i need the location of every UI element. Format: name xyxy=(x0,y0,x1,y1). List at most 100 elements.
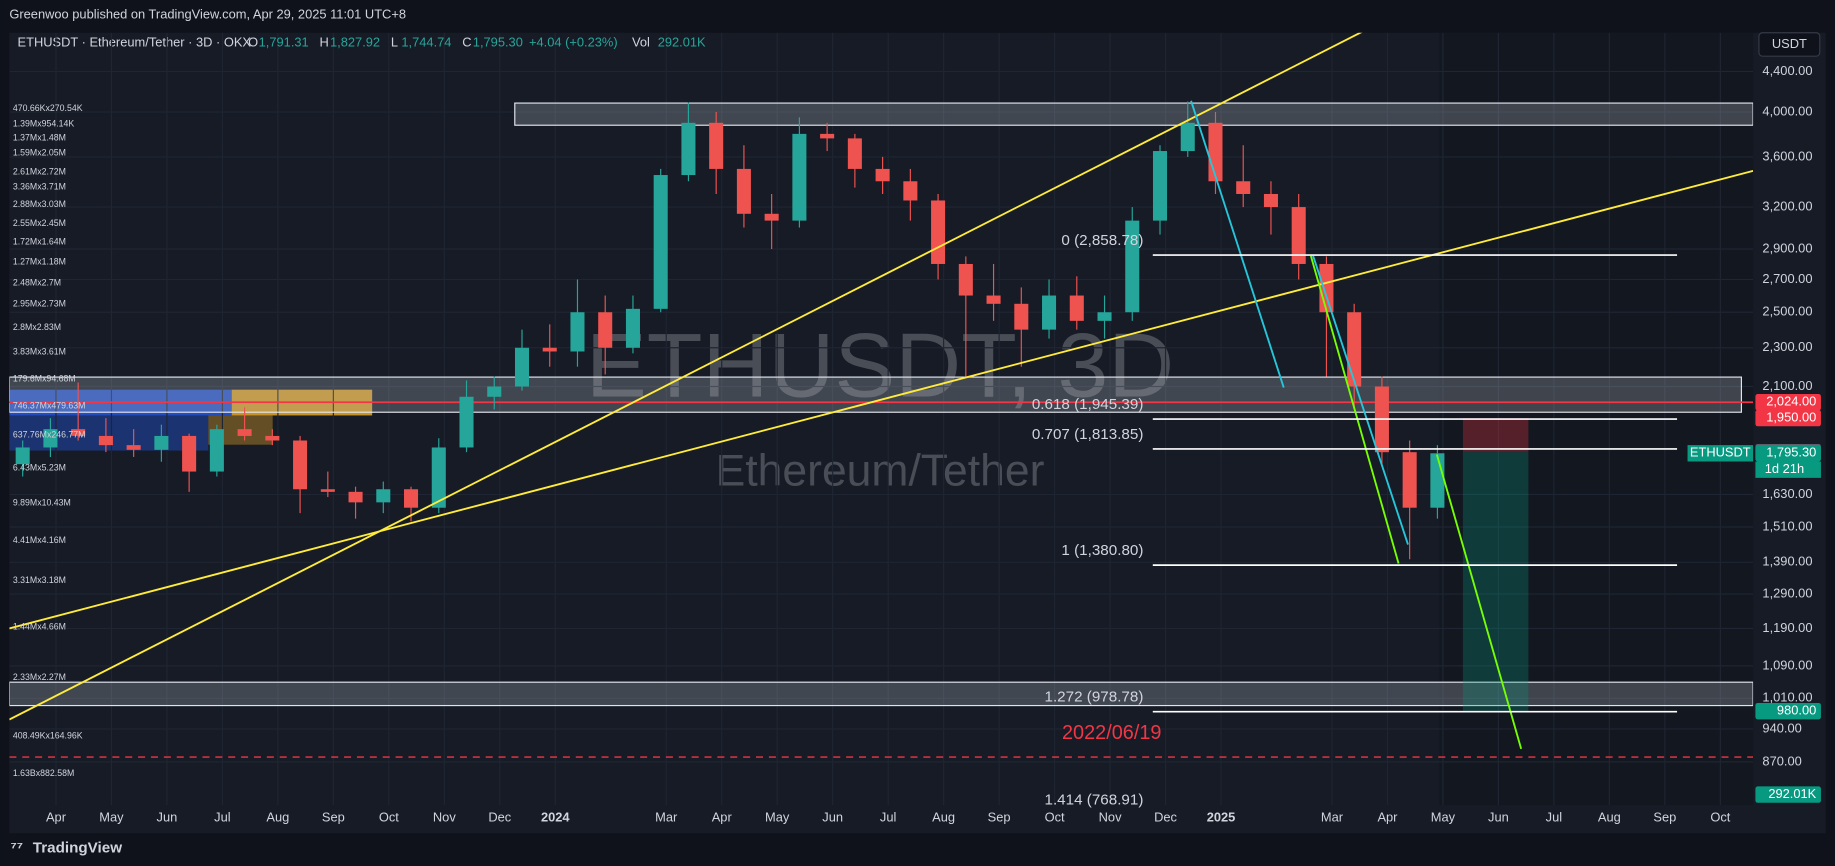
y-tick-label: 2,300.00 xyxy=(1762,339,1812,354)
candle-body xyxy=(1125,220,1140,313)
profile-label: 470.66Kx270.54K xyxy=(13,103,83,113)
y-tick-label: 1,630.00 xyxy=(1762,486,1812,501)
candle-body xyxy=(15,447,30,465)
change: +4.04 (+0.23%) xyxy=(529,35,618,50)
symbol-line: ETHUSDT · Ethereum/Tether · 3D · OKX xyxy=(18,35,252,50)
trendline xyxy=(1312,255,1409,545)
price-tag xyxy=(1755,394,1821,411)
candle-body xyxy=(1097,312,1112,321)
x-tick-label: Aug xyxy=(266,809,289,824)
candle-body xyxy=(625,308,640,348)
price-tag xyxy=(1755,409,1821,427)
x-tick-label: Oct xyxy=(1710,809,1730,824)
trendline xyxy=(1435,454,1523,750)
candle-body xyxy=(820,133,835,139)
candle-body xyxy=(265,435,280,441)
fib-label: 0.707 (1,813.85) xyxy=(1032,426,1144,443)
candle-body xyxy=(736,168,751,214)
x-tick-label: Apr xyxy=(1377,809,1398,824)
fib-label: 0 (2,858.78) xyxy=(1061,232,1143,249)
profile-label: 746.37Mx479.63M xyxy=(13,400,86,410)
x-tick-label: Sep xyxy=(1653,809,1676,824)
x-tick-label: May xyxy=(1431,809,1456,824)
profile-label: 1.63Bx882.58M xyxy=(13,768,74,778)
ohlc-value: 1,795.30 xyxy=(473,35,523,50)
profile-label: 1.37Mx1.48M xyxy=(13,132,66,142)
trendline xyxy=(1310,255,1400,564)
candle-body xyxy=(931,200,946,264)
x-tick-label: Oct xyxy=(379,809,399,824)
ohlc-value: 1,744.74 xyxy=(401,35,451,50)
candle-body xyxy=(154,435,169,450)
y-tick-label: 940.00 xyxy=(1762,720,1801,735)
trendline xyxy=(9,32,1363,721)
candle-body xyxy=(1347,312,1362,387)
footer-brand: TradingView xyxy=(33,839,122,856)
candle-body xyxy=(681,122,696,176)
x-tick-label: Jul xyxy=(1546,809,1562,824)
candle-body xyxy=(1014,303,1029,330)
x-tick-label: Oct xyxy=(1045,809,1065,824)
candle-body xyxy=(293,440,308,490)
x-tick-label: Mar xyxy=(655,809,678,824)
profile-label: 2.33Mx2.27M xyxy=(13,672,66,682)
y-tick-label: 2,700.00 xyxy=(1762,271,1812,286)
profile-label: 637.76Mx246.77M xyxy=(13,430,86,440)
candle-body xyxy=(1430,453,1445,508)
zone xyxy=(514,102,1754,126)
y-tick-label: 1,290.00 xyxy=(1762,586,1812,601)
trendline xyxy=(9,169,1754,630)
candle-body xyxy=(792,133,807,221)
fib-label: 1.272 (978.78) xyxy=(1045,689,1144,706)
countdown-bg xyxy=(1755,461,1821,478)
candle-body xyxy=(126,445,141,450)
candle-body xyxy=(1319,263,1334,313)
volume-tag-bg xyxy=(1755,786,1821,803)
profile-label: 9.89Mx10.43M xyxy=(13,498,71,508)
x-tick-label: Dec xyxy=(488,809,511,824)
y-tick-label: 2,500.00 xyxy=(1762,304,1812,319)
x-tick-label: Nov xyxy=(1099,809,1122,824)
candle-body xyxy=(653,175,668,309)
candle-body xyxy=(43,429,58,448)
candle-body xyxy=(320,489,335,492)
candle-body xyxy=(570,312,585,352)
candle-body xyxy=(1069,295,1084,321)
x-tick-label: Jun xyxy=(157,809,178,824)
profile-label: 1.44Mx4.66M xyxy=(13,622,66,632)
candle-body xyxy=(1208,122,1223,182)
x-tick-label: Nov xyxy=(433,809,456,824)
currency-box[interactable] xyxy=(1758,32,1821,57)
countdown: 1d 21h xyxy=(1765,461,1804,476)
profile-label: 3.83Mx3.61M xyxy=(13,347,66,357)
candle-body xyxy=(404,489,419,508)
profile-label: 408.49Kx164.96K xyxy=(13,730,83,740)
candle-body xyxy=(764,213,779,221)
candle-body xyxy=(237,429,252,436)
profile-label: 4.41Mx4.16M xyxy=(13,535,66,545)
candle-body xyxy=(71,429,86,436)
x-tick-label: 2024 xyxy=(541,809,570,824)
side-label: ETHUSDT xyxy=(1690,445,1751,460)
candle-body xyxy=(348,491,363,503)
candle-body xyxy=(986,295,1001,304)
fib-label: 1 (1,380.80) xyxy=(1061,542,1143,559)
x-tick-label: May xyxy=(765,809,790,824)
position-stop xyxy=(1462,418,1529,453)
candle-body xyxy=(431,447,446,508)
y-tick-label: 1,390.00 xyxy=(1762,554,1812,569)
candle-body xyxy=(1152,151,1168,221)
profile-label: 1.27Mx1.18M xyxy=(13,256,66,266)
candle-body xyxy=(376,489,391,503)
watermark-name: Ethereum/Tether xyxy=(716,447,1045,496)
y-tick-label: 3,200.00 xyxy=(1762,198,1812,213)
candle-body xyxy=(1236,181,1251,194)
x-tick-label: Jul xyxy=(214,809,230,824)
profile-label: 1.59Mx2.05M xyxy=(13,148,66,158)
x-tick-label: Apr xyxy=(712,809,733,824)
price-tag-label: 2,024.00 xyxy=(1766,394,1816,409)
candle-body xyxy=(182,435,197,472)
x-tick-label: Aug xyxy=(932,809,955,824)
